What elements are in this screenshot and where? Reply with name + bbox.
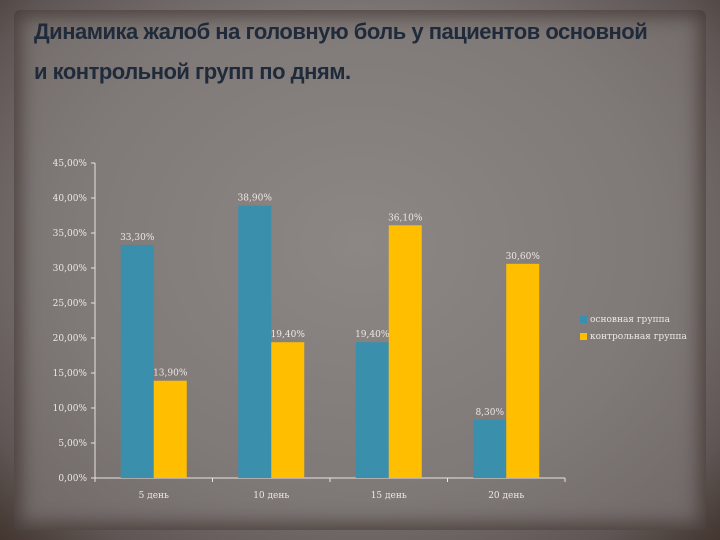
y-tick-label: 10,00% [53, 404, 88, 414]
x-tick-label: 5 день [139, 491, 169, 501]
y-tick-label: 35,00% [53, 229, 88, 239]
bar-main [120, 244, 154, 478]
legend-label: контрольная группа [590, 332, 687, 342]
bar-control [388, 225, 422, 478]
data-label: 19,40% [271, 330, 306, 340]
y-tick-label: 0,00% [58, 474, 87, 484]
y-tick-label: 40,00% [53, 194, 88, 204]
y-tick-label: 5,00% [58, 439, 87, 449]
x-tick-label: 15 день [371, 491, 407, 501]
data-label: 36,10% [388, 213, 423, 223]
page-title: Динамика жалоб на головную боль у пациен… [34, 19, 648, 84]
data-label: 30,60% [506, 252, 541, 262]
y-tick-label: 15,00% [53, 369, 88, 379]
y-tick-label: 30,00% [53, 264, 88, 274]
data-label: 38,90% [238, 194, 273, 204]
y-tick-label: 20,00% [53, 334, 88, 344]
x-tick-label: 20 день [488, 491, 524, 501]
data-label: 8,30% [475, 408, 504, 418]
bar-main [473, 419, 507, 478]
data-label: 33,30% [120, 233, 155, 243]
x-tick-label: 10 день [253, 491, 289, 501]
data-label: 13,90% [153, 369, 188, 379]
legend-swatch [580, 316, 587, 323]
bar-control [271, 342, 305, 478]
y-tick-label: 45,00% [53, 159, 88, 169]
legend-swatch [580, 333, 587, 340]
bar-main [355, 342, 389, 478]
bar-control [506, 263, 540, 478]
bar-control [153, 380, 187, 478]
bar-main [238, 205, 272, 478]
data-label: 19,40% [355, 330, 390, 340]
legend-label: основная группа [590, 315, 671, 325]
y-tick-label: 25,00% [53, 299, 88, 309]
